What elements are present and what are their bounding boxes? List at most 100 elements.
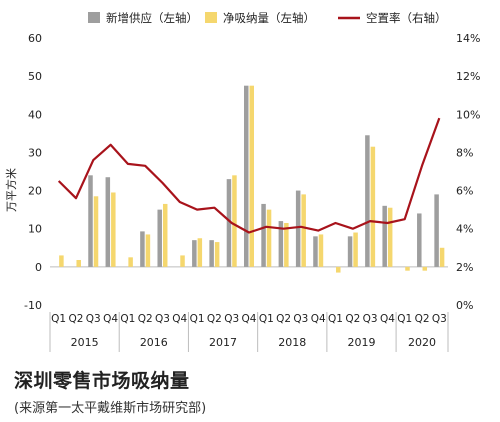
y-axis-label: 万平方米	[4, 168, 18, 212]
x-tick-label: Q1	[190, 313, 205, 325]
x-tick-label: Q4	[172, 313, 187, 325]
absorption-bar	[76, 259, 81, 267]
x-tick-label: Q1	[397, 313, 412, 325]
year-label: 2019	[347, 336, 375, 349]
supply-bar	[209, 240, 214, 267]
absorption-bar	[180, 255, 185, 267]
supply-bar	[244, 85, 249, 267]
x-tick-label: Q2	[207, 313, 222, 325]
absorption-bar	[59, 255, 64, 267]
absorption-bar	[128, 257, 133, 267]
absorption-bar	[353, 232, 358, 267]
absorption-bar	[284, 222, 289, 267]
x-tick-label: Q2	[345, 313, 360, 325]
year-label: 2017	[209, 336, 237, 349]
year-label: 2015	[71, 336, 99, 349]
absorption-bar	[422, 266, 428, 271]
absorption-bar	[145, 234, 151, 267]
y2-tick-label: 4%	[456, 223, 473, 236]
y-tick-label: 0	[35, 261, 42, 274]
x-tick-label: Q3	[155, 313, 170, 325]
absorption-bar	[162, 203, 168, 267]
x-tick-label: Q3	[293, 313, 308, 325]
supply-bar	[347, 236, 353, 267]
y-tick-label: 60	[28, 32, 42, 45]
y2-tick-label: 2%	[456, 261, 473, 274]
chart: 新增供应（左轴） 净吸纳量（左轴） 空置率（右轴） 万平方米 -10 0 10 20 30 4…	[4, 11, 480, 352]
x-tick-label: Q4	[380, 313, 395, 325]
y2-tick-label: 0%	[456, 299, 473, 312]
supply-bar	[382, 205, 387, 267]
absorption-bar	[197, 238, 203, 267]
y-tick-label: 40	[28, 108, 42, 121]
absorption-bar	[370, 146, 376, 267]
supply-bar	[157, 209, 162, 267]
x-tick-label: Q1	[259, 313, 274, 325]
x-tick-label: Q4	[242, 313, 257, 325]
y2-tick-label: 6%	[456, 185, 473, 198]
absorption-bar	[111, 192, 116, 267]
x-tick-label: Q1	[328, 313, 343, 325]
bars	[59, 85, 445, 273]
supply-bar	[417, 213, 422, 267]
y-tick-label: -10	[24, 299, 42, 312]
absorption-bar	[266, 209, 272, 267]
supply-bar	[105, 177, 111, 267]
vacancy-line	[57, 117, 441, 234]
legend-label: 净吸纳量（左轴）	[223, 11, 315, 25]
absorption-bar	[439, 247, 445, 267]
legend-label: 新增供应（左轴）	[106, 11, 198, 25]
year-label: 2018	[278, 336, 306, 349]
legend: 新增供应（左轴） 净吸纳量（左轴） 空置率（右轴）	[88, 11, 447, 25]
axes: -10 0 10 20 30 40 50 60 0% 2% 4% 6% 8% 10% 12% 14%	[24, 32, 480, 312]
x-tick-label: Q2	[415, 313, 430, 325]
y-tick-label: 20	[28, 185, 42, 198]
absorption-bar	[301, 194, 306, 267]
supply-bar	[88, 175, 93, 267]
x-tick-label: Q3	[363, 313, 378, 325]
supply-bar	[192, 240, 197, 267]
supply-bar	[140, 231, 145, 267]
y2-tick-label: 14%	[456, 32, 480, 45]
absorption-bar	[318, 234, 324, 267]
y-tick-label: 50	[28, 70, 42, 83]
chart-title: 深圳零售市场吸纳量	[14, 370, 190, 392]
legend-swatch	[205, 12, 217, 23]
supply-bar	[295, 190, 301, 267]
x-tick-label: Q2	[276, 313, 291, 325]
chart-subtitle: (来源第一太平戴维斯市场研究部)	[14, 401, 207, 416]
absorption-bar	[405, 266, 410, 271]
absorption-bar	[387, 207, 393, 267]
vacancy-rate-line	[57, 117, 441, 234]
y2-tick-label: 12%	[456, 70, 480, 83]
x-axis-labels: Q1 Q2 Q3 Q4 Q1 Q2 Q3 Q4 Q1 Q2 Q3 Q4 Q1 Q2 Q3 Q4 Q1 Q2 Q3 Q4…	[49, 312, 449, 352]
absorption-bar	[249, 85, 254, 267]
y-tick-label: 30	[28, 146, 42, 159]
absorption-bar	[93, 196, 99, 267]
x-tick-label: Q2	[138, 313, 153, 325]
x-tick-label: Q4	[311, 313, 326, 325]
supply-bar	[226, 179, 232, 267]
year-label: 2020	[408, 336, 436, 349]
x-tick-label: Q3	[432, 313, 447, 325]
supply-bar	[261, 203, 266, 267]
x-tick-label: Q1	[120, 313, 135, 325]
y2-tick-label: 8%	[456, 146, 473, 159]
legend-swatch	[88, 12, 100, 23]
x-tick-label: Q3	[224, 313, 239, 325]
year-label: 2016	[140, 336, 168, 349]
x-tick-label: Q3	[86, 313, 101, 325]
legend-label: 空置率（右轴）	[366, 11, 447, 25]
supply-bar	[434, 194, 439, 267]
absorption-bar	[336, 266, 341, 273]
supply-bar	[278, 221, 284, 267]
x-tick-label: Q1	[51, 313, 66, 325]
x-tick-label: Q2	[68, 313, 83, 325]
y-tick-label: 10	[28, 223, 42, 236]
absorption-bar	[232, 175, 237, 267]
x-tick-label: Q4	[103, 313, 118, 325]
absorption-bar	[214, 242, 220, 267]
supply-bar	[313, 236, 318, 267]
y2-tick-label: 10%	[456, 108, 480, 121]
supply-bar	[365, 135, 370, 267]
